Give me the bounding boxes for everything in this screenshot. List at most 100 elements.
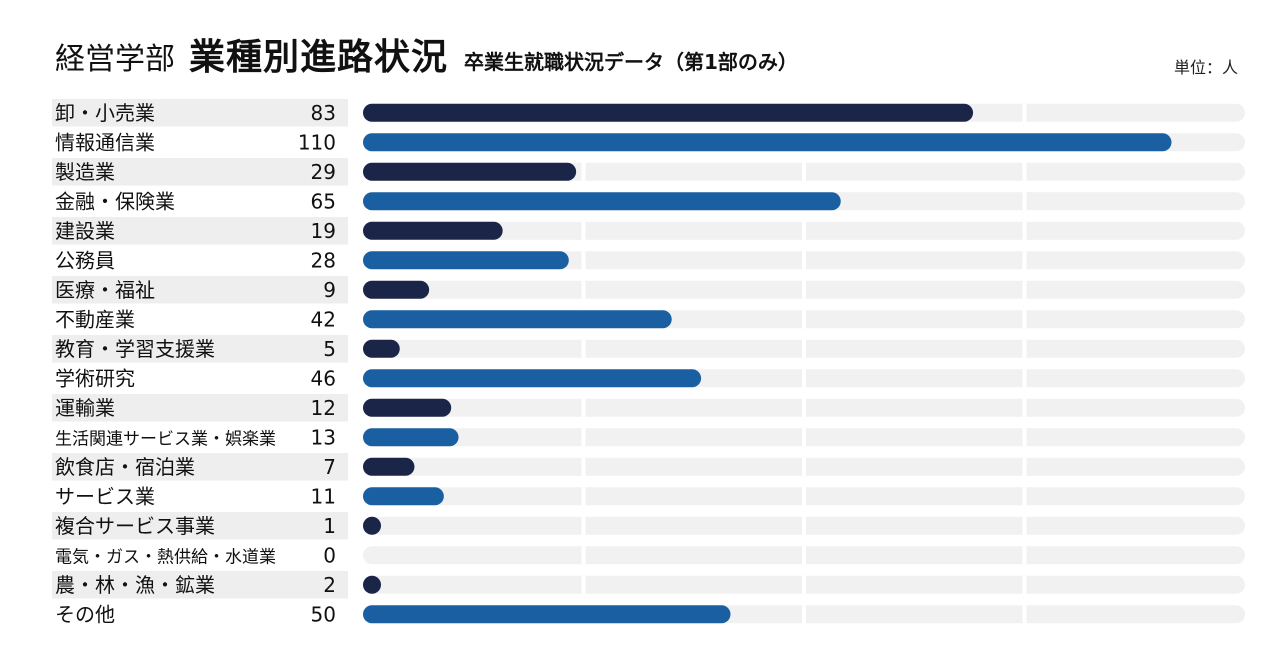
- bar: [363, 516, 381, 535]
- category-label: 農・林・漁・鉱業: [55, 573, 215, 597]
- row-label-background: [52, 276, 348, 304]
- gridline: [1022, 516, 1027, 535]
- gridline: [581, 162, 586, 181]
- bar: [363, 428, 459, 447]
- bar: [363, 251, 569, 270]
- value-label: 50: [311, 602, 336, 626]
- bar: [363, 310, 672, 329]
- gridline: [1022, 398, 1027, 417]
- value-label: 0: [323, 543, 336, 567]
- value-label: 65: [311, 189, 336, 213]
- gridline: [802, 428, 806, 447]
- gridline: [1022, 546, 1027, 565]
- category-label: 建設業: [55, 219, 115, 243]
- gridline: [581, 339, 586, 358]
- gridline: [581, 398, 586, 417]
- bar: [363, 133, 1172, 152]
- gridline: [1022, 487, 1027, 506]
- gridline: [802, 457, 806, 476]
- category-label: 飲食店・宿泊業: [55, 455, 195, 479]
- gridline: [1022, 251, 1027, 270]
- value-label: 13: [311, 425, 336, 449]
- row-label-background: [52, 453, 348, 481]
- gridline: [1022, 605, 1027, 624]
- bar: [363, 280, 430, 299]
- value-label: 19: [311, 219, 336, 243]
- gridline: [581, 428, 586, 447]
- bar: [363, 487, 444, 506]
- gridline: [802, 605, 806, 624]
- value-label: 42: [311, 307, 336, 331]
- row-label-background: [52, 512, 348, 540]
- bar: [363, 192, 841, 211]
- gridline: [1022, 192, 1027, 211]
- value-label: 5: [323, 337, 336, 361]
- bar: [363, 221, 503, 240]
- category-label: 医療・福祉: [55, 278, 155, 302]
- gridline: [1022, 280, 1027, 299]
- gridline: [802, 339, 806, 358]
- row-label-background: [52, 394, 348, 422]
- category-label: サービス業: [55, 484, 155, 508]
- row-label-background: [52, 571, 348, 599]
- value-label: 7: [323, 455, 336, 479]
- bar: [363, 398, 452, 417]
- gridline: [581, 516, 586, 535]
- gridline: [802, 546, 806, 565]
- gridline: [802, 280, 806, 299]
- bar: [363, 457, 415, 476]
- gridline: [581, 546, 586, 565]
- row-label-background: [52, 158, 348, 186]
- gridline: [581, 575, 586, 594]
- gridline: [802, 251, 806, 270]
- gridline: [1022, 369, 1027, 388]
- category-label: 製造業: [55, 160, 115, 184]
- gridline: [1022, 575, 1027, 594]
- gridline: [581, 457, 586, 476]
- gridline: [1022, 428, 1027, 447]
- category-label: 不動産業: [55, 307, 135, 331]
- value-label: 83: [311, 101, 336, 125]
- value-label: 29: [311, 160, 336, 184]
- faculty-title: 経営学部: [55, 42, 175, 77]
- gridline: [802, 221, 806, 240]
- category-label: 生活関連サービス業・娯楽業: [55, 429, 276, 449]
- gridline: [802, 516, 806, 535]
- gridline: [802, 487, 806, 506]
- value-label: 12: [311, 396, 336, 420]
- bar: [363, 162, 577, 181]
- category-label: 金融・保険業: [55, 189, 175, 213]
- gridline: [581, 221, 586, 240]
- value-label: 46: [311, 366, 336, 390]
- gridline: [802, 162, 806, 181]
- gridline: [802, 575, 806, 594]
- gridline: [1022, 103, 1027, 122]
- chart-title: 業種別進路状況: [189, 37, 449, 78]
- unit-label: 単位：人: [1173, 58, 1238, 77]
- bar: [363, 339, 400, 358]
- bar: [363, 103, 974, 122]
- value-label: 110: [298, 130, 336, 154]
- gridline: [802, 398, 806, 417]
- gridline: [1022, 162, 1027, 181]
- chart-header: 経営学部 業種別進路状況 卒業生就職状況データ（第1部のみ）: [55, 28, 798, 78]
- gridline: [1022, 221, 1027, 240]
- category-label: 情報通信業: [55, 130, 155, 154]
- value-label: 11: [311, 484, 336, 508]
- category-label: 複合サービス事業: [55, 514, 215, 538]
- category-label: 教育・学習支援業: [55, 337, 215, 361]
- category-label: 学術研究: [55, 366, 135, 390]
- gridline: [1022, 339, 1027, 358]
- value-label: 9: [323, 278, 336, 302]
- row-label-background: [52, 99, 348, 127]
- category-label: その他: [55, 602, 115, 626]
- bar: [363, 369, 702, 388]
- value-label: 28: [311, 248, 336, 272]
- bar: [363, 605, 731, 624]
- gridline: [581, 280, 586, 299]
- value-label: 2: [323, 573, 336, 597]
- value-label: 1: [323, 514, 336, 538]
- gridline: [802, 369, 806, 388]
- gridline: [802, 310, 806, 329]
